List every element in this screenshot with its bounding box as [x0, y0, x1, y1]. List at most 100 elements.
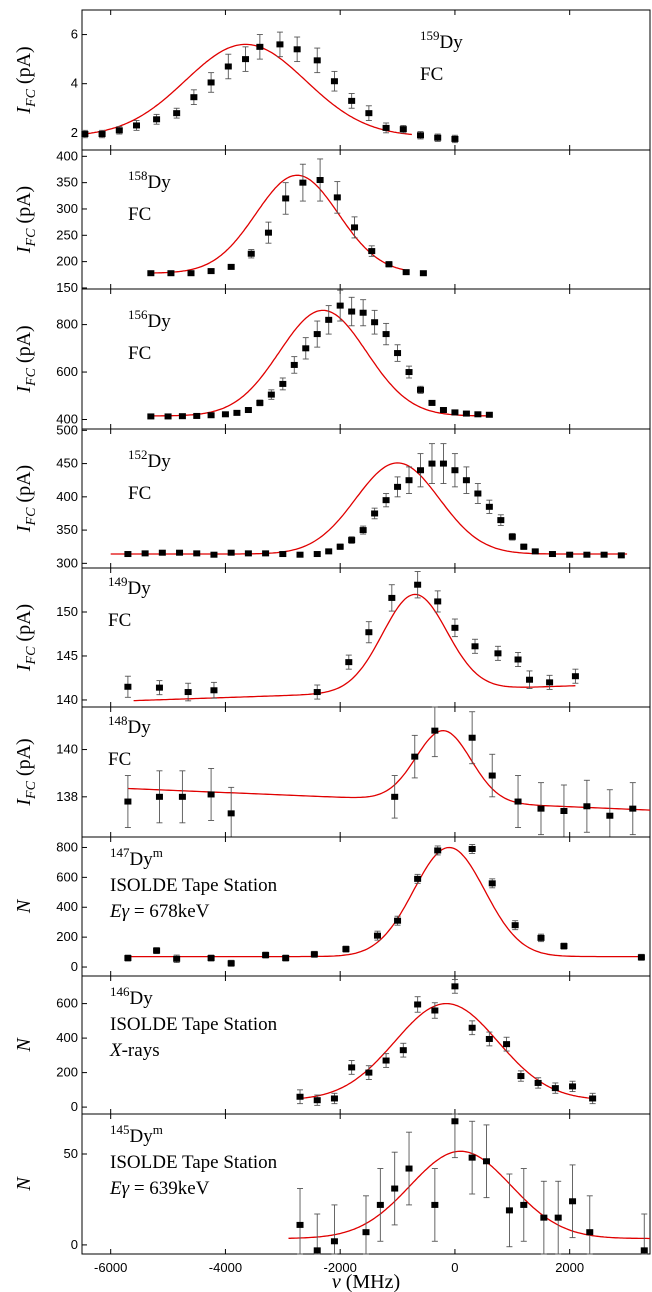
data-marker [505, 1207, 513, 1214]
data-marker [207, 955, 215, 962]
data-point [124, 551, 132, 558]
data-point [569, 1080, 577, 1093]
data-point [511, 920, 519, 931]
data-point [227, 263, 235, 270]
data-marker [147, 413, 155, 420]
data-marker [155, 684, 163, 691]
data-point [414, 873, 422, 884]
data-marker [224, 63, 232, 70]
data-point [176, 549, 184, 556]
data-point [431, 1168, 439, 1242]
data-marker [190, 94, 198, 101]
panel-caption: FC [108, 749, 131, 770]
data-marker [485, 503, 493, 510]
data-point [414, 571, 422, 599]
data-marker [388, 594, 396, 601]
y-tick-label: 140 [56, 692, 78, 707]
data-point [147, 413, 155, 420]
data-point [336, 543, 344, 550]
data-marker [333, 194, 341, 201]
y-axis-title: IFC (pA) [13, 604, 39, 672]
panel-frame [81, 706, 651, 838]
y-tick-label: 800 [56, 839, 78, 854]
data-point [262, 550, 270, 557]
data-point [348, 93, 356, 109]
data-marker [600, 551, 608, 558]
data-point [474, 483, 482, 504]
data-point [434, 845, 442, 856]
data-marker [290, 361, 298, 368]
data-point [210, 551, 218, 558]
y-tick-label: 600 [56, 869, 78, 884]
data-point [244, 550, 252, 557]
data-point [411, 734, 419, 779]
data-point [485, 1031, 493, 1047]
data-point [227, 786, 235, 838]
data-marker [256, 399, 264, 406]
fit-curve [110, 462, 628, 555]
data-point [296, 1089, 304, 1105]
data-point [155, 770, 163, 824]
data-marker [282, 955, 290, 962]
data-marker [365, 629, 373, 636]
data-marker [262, 550, 270, 557]
data-marker [124, 798, 132, 805]
data-point [520, 543, 528, 550]
data-point [439, 443, 447, 484]
gamma-energy-label: Eγ = 639keV [109, 1178, 210, 1199]
data-point [141, 550, 149, 557]
panel-9: 0 50 N 145Dym ISOLDE Tape Station Eγ = 639keV [13, 1113, 651, 1255]
data-marker [124, 683, 132, 690]
data-marker [359, 527, 367, 534]
data-marker [391, 1185, 399, 1192]
data-point [629, 782, 637, 836]
data-point [256, 34, 264, 60]
data-marker [242, 56, 250, 63]
data-marker [348, 537, 356, 544]
data-marker [405, 1165, 413, 1172]
data-point [391, 1151, 399, 1226]
data-marker [345, 659, 353, 666]
panel-frame [81, 428, 651, 569]
data-marker [537, 805, 545, 812]
y-axis-title: N [13, 1176, 35, 1192]
panel-7: 0 200 400 600 800 N 147Dym ISOLDE Tape Station E… [13, 836, 651, 977]
data-point [482, 1124, 490, 1199]
data-point [348, 536, 356, 544]
fit-curve [150, 174, 410, 274]
data-marker [569, 1198, 577, 1205]
data-marker [133, 122, 141, 129]
data-marker [325, 548, 333, 555]
data-marker [296, 1093, 304, 1100]
data-point [330, 1092, 338, 1105]
data-point [405, 365, 413, 379]
panel-caption: ISOLDE Tape Station [110, 875, 278, 896]
data-point [589, 1092, 597, 1105]
data-point [345, 654, 353, 670]
y-tick-label: 0 [71, 1237, 78, 1252]
data-point [207, 72, 215, 93]
data-point [503, 1036, 511, 1052]
data-point [333, 181, 341, 214]
data-point [313, 1213, 321, 1255]
data-marker [176, 549, 184, 556]
x-tick-label: -4000 [209, 1260, 242, 1275]
panel-8: 0 200 400 600 N 146Dy ISOLDE Tape Station X-ray… [13, 975, 651, 1115]
data-marker [583, 551, 591, 558]
data-marker [207, 79, 215, 86]
data-point [428, 443, 436, 484]
y-tick-label: 50 [64, 1146, 78, 1161]
data-marker [227, 960, 235, 967]
data-marker [488, 880, 496, 887]
data-marker [540, 1214, 548, 1221]
data-point [264, 221, 272, 244]
data-marker [282, 195, 290, 202]
data-marker [296, 1221, 304, 1228]
nuclide-label: 147Dym [110, 845, 163, 870]
data-point [468, 844, 476, 854]
data-point [399, 1042, 407, 1058]
data-marker [411, 753, 419, 760]
data-marker [207, 268, 215, 275]
data-marker [431, 1201, 439, 1208]
data-point [167, 270, 175, 277]
